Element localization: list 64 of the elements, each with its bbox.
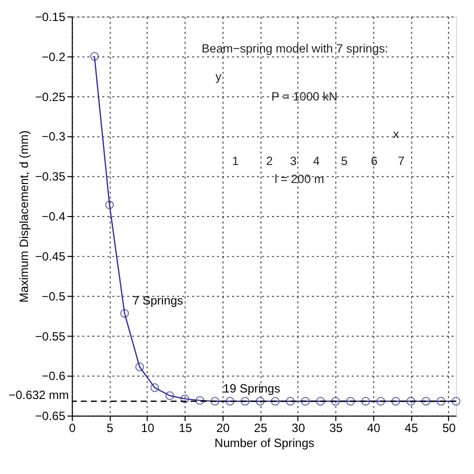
point bbox=[376, 396, 386, 406]
point bbox=[240, 396, 250, 406]
point bbox=[391, 396, 400, 406]
point bbox=[346, 396, 355, 406]
point bbox=[316, 396, 325, 406]
point bbox=[331, 396, 340, 406]
point bbox=[286, 396, 295, 406]
point bbox=[165, 391, 174, 400]
point bbox=[90, 52, 99, 61]
x-tick-label: 35 bbox=[329, 421, 343, 436]
annotation: P = 1000 kN bbox=[271, 89, 338, 104]
annotation: 6 bbox=[370, 154, 378, 168]
point bbox=[452, 396, 460, 406]
point bbox=[150, 383, 160, 392]
x-tick-label: 0 bbox=[69, 421, 76, 436]
annotation: 7 Springs bbox=[132, 293, 184, 308]
y-tick-label: −0.5 bbox=[42, 289, 66, 304]
x-tick-label: 15 bbox=[178, 421, 192, 436]
point bbox=[196, 396, 204, 405]
annotation: x bbox=[393, 127, 400, 142]
y-tick-label: −0.55 bbox=[35, 329, 66, 344]
point bbox=[436, 396, 446, 406]
ref-line-label: −0.632 mm bbox=[8, 388, 69, 402]
x-tick-label: 50 bbox=[442, 421, 456, 436]
point bbox=[406, 396, 416, 406]
y-tick-label: −0.3 bbox=[42, 130, 66, 144]
point bbox=[301, 396, 310, 406]
annotation: 7 bbox=[398, 154, 405, 168]
point bbox=[226, 396, 234, 406]
annotation: l = 200 m bbox=[274, 172, 324, 186]
x-tick-label: 20 bbox=[216, 421, 230, 436]
annotation: 5 bbox=[340, 154, 348, 168]
annotation: Beam−spring model with 7 springs: bbox=[202, 41, 388, 56]
annotation: y bbox=[216, 69, 222, 84]
y-tick-label: −0.25 bbox=[35, 90, 66, 104]
annotation: 2 bbox=[266, 154, 274, 168]
y-tick-label: −0.4 bbox=[42, 210, 66, 224]
point bbox=[180, 394, 190, 404]
x-tick-label: 10 bbox=[141, 421, 155, 436]
y-tick-label: −0.2 bbox=[42, 50, 66, 64]
point bbox=[422, 396, 430, 406]
annotation: 1 bbox=[232, 154, 240, 168]
annotation: 4 bbox=[312, 154, 320, 168]
y-tick-label: −0.6 bbox=[42, 369, 66, 384]
x-tick-label: 40 bbox=[367, 421, 381, 436]
y-tick-label: −0.45 bbox=[35, 249, 66, 264]
point bbox=[361, 396, 370, 406]
y-tick-label: −0.35 bbox=[35, 170, 66, 184]
y-tick-label: −0.65 bbox=[35, 409, 66, 424]
x-tick-label: 25 bbox=[254, 421, 268, 436]
point bbox=[270, 396, 280, 406]
x-axis-title: Number of Springs bbox=[214, 436, 314, 450]
y-tick-label: −0.15 bbox=[35, 10, 66, 24]
x-tick-label: 45 bbox=[404, 421, 418, 436]
point bbox=[256, 396, 265, 406]
annotation: 19 Springs bbox=[222, 381, 280, 396]
point bbox=[105, 200, 114, 210]
point bbox=[210, 396, 220, 406]
point bbox=[135, 362, 144, 372]
x-tick-label: 5 bbox=[106, 421, 114, 436]
point bbox=[120, 309, 129, 318]
annotation: 3 bbox=[290, 154, 298, 168]
x-tick-label: 30 bbox=[292, 421, 306, 436]
y-axis-title: Maximum Displacement, d (mm) bbox=[17, 130, 32, 303]
